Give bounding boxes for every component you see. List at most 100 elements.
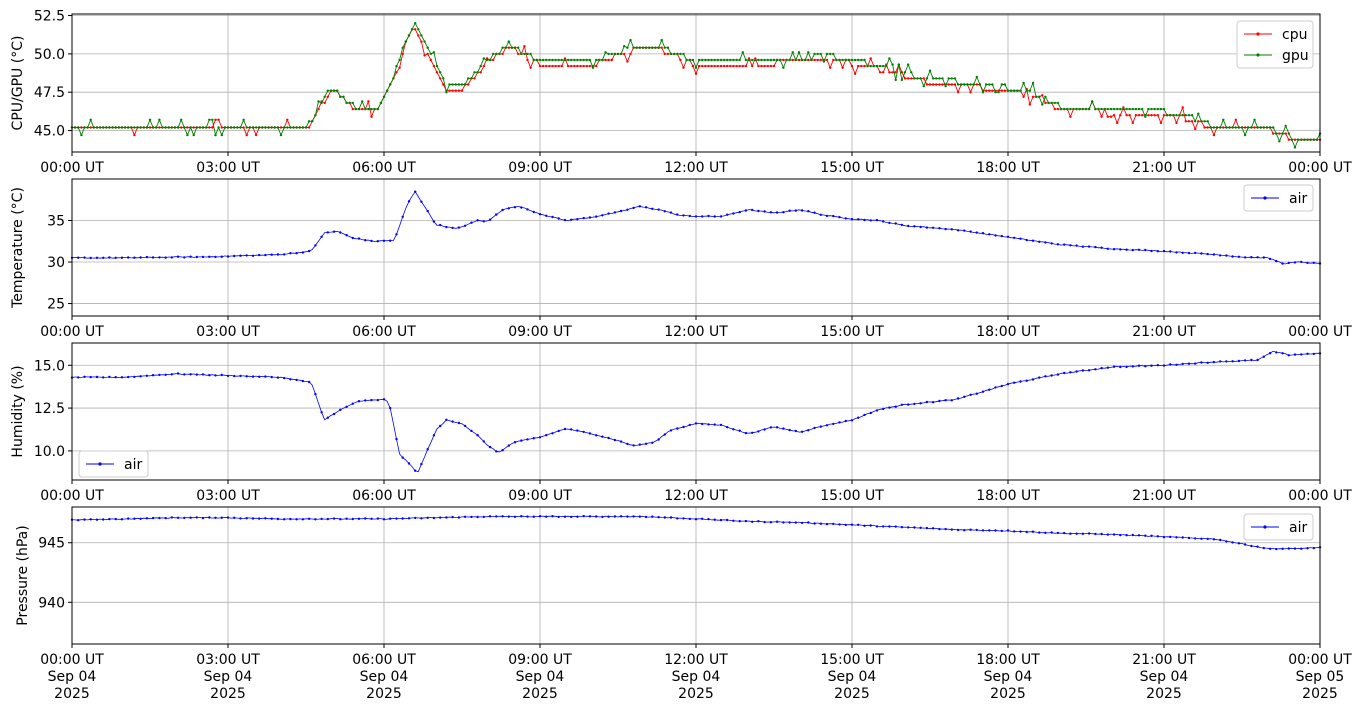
data-point — [507, 46, 510, 49]
data-point — [985, 83, 988, 86]
data-point — [1194, 251, 1197, 255]
data-point — [1106, 247, 1110, 250]
data-point — [1184, 120, 1188, 123]
data-point — [180, 118, 183, 122]
data-point — [1094, 368, 1097, 371]
data-point — [956, 397, 960, 400]
data-point — [1240, 126, 1244, 129]
data-point — [841, 66, 844, 69]
data-point — [988, 529, 991, 532]
data-point — [626, 60, 629, 63]
data-point — [407, 462, 411, 465]
data-point — [1022, 81, 1025, 85]
data-point — [813, 58, 816, 62]
data-point — [407, 200, 411, 203]
data-point — [701, 58, 704, 62]
data-point — [520, 206, 523, 209]
x-tick-label: 12:00 UT — [664, 488, 728, 504]
data-point — [682, 52, 685, 56]
data-point — [1137, 364, 1141, 367]
data-point — [95, 256, 99, 259]
data-point — [744, 64, 748, 68]
data-point — [644, 515, 648, 519]
data-point — [463, 515, 467, 518]
data-point — [176, 255, 180, 258]
data-point — [1137, 534, 1141, 537]
data-point — [467, 83, 470, 86]
data-point — [981, 91, 985, 94]
data-point — [301, 251, 305, 254]
data-point — [1156, 535, 1160, 538]
data-point — [89, 126, 92, 129]
data-point — [541, 58, 545, 62]
data-point — [133, 375, 136, 379]
data-point — [903, 77, 907, 80]
data-point — [426, 516, 429, 519]
data-point — [1159, 107, 1163, 111]
data-point — [663, 433, 666, 436]
data-point — [339, 408, 342, 411]
data-point — [507, 444, 510, 447]
data-point — [722, 58, 726, 62]
data-point — [523, 45, 526, 48]
data-point — [476, 219, 479, 222]
data-point — [1200, 361, 1203, 364]
data-point — [1044, 101, 1047, 105]
data-point — [258, 253, 261, 257]
data-point — [457, 83, 461, 86]
data-point — [878, 64, 882, 68]
data-point — [488, 218, 492, 221]
data-point — [1169, 250, 1172, 253]
data-point — [944, 84, 947, 88]
data-point — [532, 515, 535, 518]
data-point — [326, 89, 329, 92]
data-point — [251, 375, 255, 378]
data-point — [1063, 243, 1066, 246]
data-point — [782, 66, 785, 69]
data-point — [853, 72, 857, 76]
data-point — [77, 126, 80, 129]
data-point — [1275, 259, 1278, 263]
data-point — [1081, 245, 1085, 248]
data-point — [857, 416, 860, 419]
data-point — [164, 126, 167, 129]
data-point — [1106, 115, 1110, 118]
data-point — [1194, 120, 1197, 123]
data-point — [797, 51, 801, 54]
data-point — [1031, 95, 1035, 99]
data-point — [1222, 118, 1225, 122]
data-point — [295, 252, 298, 255]
data-point — [829, 66, 832, 69]
data-point — [513, 206, 517, 209]
data-point — [286, 118, 289, 122]
data-point — [1153, 114, 1156, 117]
data-point — [1219, 126, 1222, 129]
data-point — [1125, 107, 1128, 111]
data-point — [376, 107, 379, 111]
y-tick-label: 30 — [47, 255, 65, 271]
data-point — [501, 52, 504, 56]
data-point — [73, 126, 77, 129]
data-point — [229, 126, 233, 129]
data-point — [1063, 371, 1066, 375]
data-point — [900, 526, 904, 529]
data-point — [548, 58, 551, 62]
data-point — [298, 126, 301, 129]
data-point — [607, 436, 610, 440]
data-point — [975, 528, 978, 532]
data-point — [1178, 114, 1181, 117]
data-point — [1272, 132, 1275, 135]
data-point — [414, 22, 417, 25]
data-point — [261, 126, 264, 129]
data-point — [1162, 249, 1166, 253]
data-point — [935, 83, 938, 86]
data-point — [245, 126, 248, 129]
data-point — [1019, 530, 1022, 533]
data-point — [956, 83, 960, 86]
data-point — [782, 521, 785, 524]
data-point — [176, 516, 180, 519]
data-point — [663, 52, 666, 56]
data-point — [214, 374, 217, 377]
data-point — [507, 515, 510, 518]
data-point — [1293, 261, 1297, 264]
